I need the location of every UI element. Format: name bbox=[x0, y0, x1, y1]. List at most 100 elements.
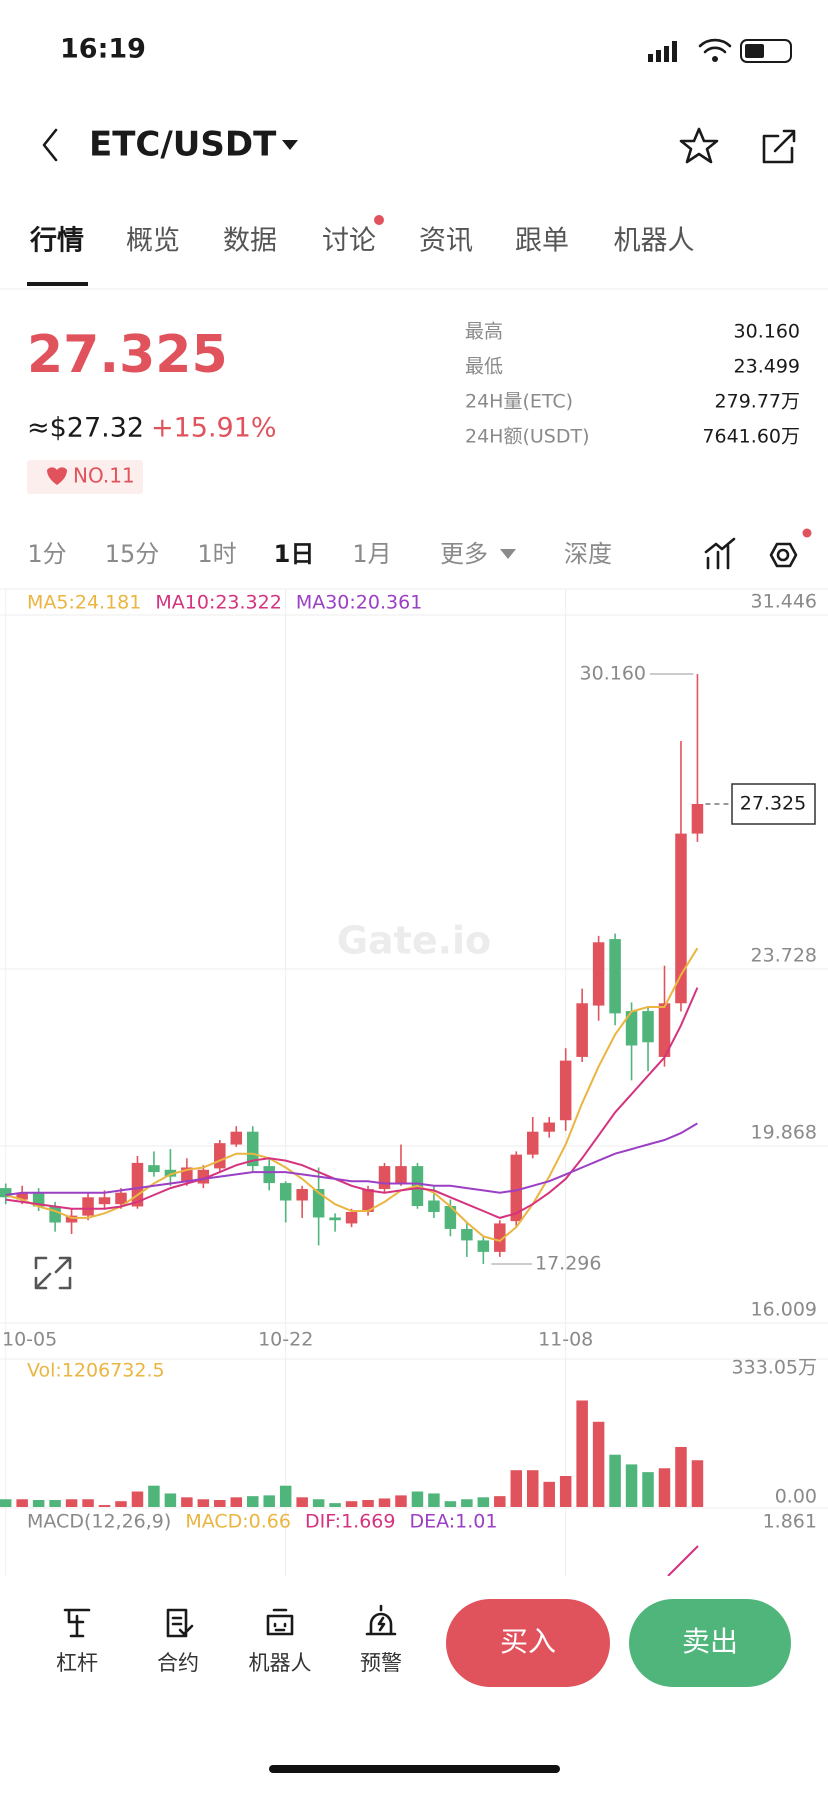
candle-body bbox=[362, 1189, 374, 1212]
sell-label[interactable]: 卖出 bbox=[682, 1625, 738, 1658]
macd-legend: MACD(12,26,9) bbox=[27, 1511, 171, 1533]
volume-bar bbox=[411, 1491, 424, 1507]
x-tick-label: 10-05 bbox=[2, 1329, 57, 1351]
nav-label[interactable]: 杠杆 bbox=[56, 1651, 98, 1675]
ma-line bbox=[5, 987, 699, 1219]
volume-bar bbox=[510, 1470, 523, 1507]
volume-bar bbox=[461, 1499, 473, 1507]
candle-body bbox=[214, 1143, 226, 1169]
volume-bar bbox=[148, 1485, 160, 1507]
bottom-nav: 杠杆 合约 机器人 预警 bbox=[56, 1604, 402, 1675]
candle-body bbox=[526, 1131, 539, 1155]
volume-bar bbox=[131, 1491, 144, 1507]
fullscreen-button[interactable] bbox=[34, 1256, 72, 1290]
tab[interactable]: 资讯 bbox=[419, 226, 473, 257]
nav-label[interactable]: 预警 bbox=[360, 1651, 402, 1675]
volume-bar bbox=[658, 1468, 671, 1507]
buy-label[interactable]: 买入 bbox=[500, 1625, 556, 1658]
share-button[interactable] bbox=[762, 129, 796, 164]
x-tick-label: 11-08 bbox=[538, 1329, 593, 1351]
nav-icon[interactable] bbox=[63, 1608, 91, 1638]
watermark: Gate.io bbox=[337, 919, 491, 963]
stat-label: 24H额(USDT) bbox=[465, 426, 590, 448]
candle-body bbox=[345, 1211, 358, 1224]
timeframe[interactable]: 15分 bbox=[105, 540, 160, 568]
candle-body bbox=[543, 1122, 555, 1132]
volume-legend: Vol:1206732.5 bbox=[27, 1360, 165, 1382]
timeframe[interactable]: 深度 bbox=[564, 540, 612, 568]
volume-bar bbox=[559, 1476, 572, 1507]
volume-bar bbox=[576, 1400, 588, 1507]
indicator-button[interactable] bbox=[704, 537, 736, 570]
stat-value: 279.77万 bbox=[715, 391, 800, 413]
tab[interactable]: 数据 bbox=[223, 226, 277, 257]
tab[interactable]: 概览 bbox=[126, 226, 180, 257]
rank-icon bbox=[47, 467, 67, 485]
volume-bar bbox=[477, 1497, 490, 1507]
candle-body bbox=[477, 1240, 490, 1252]
home-indicator bbox=[269, 1765, 560, 1773]
volume-bar bbox=[230, 1497, 243, 1507]
nav-icon[interactable] bbox=[266, 1608, 294, 1636]
volume-bar bbox=[197, 1499, 210, 1507]
stat-label: 最高 bbox=[465, 321, 503, 343]
back-button[interactable] bbox=[42, 128, 58, 162]
nav-label[interactable]: 机器人 bbox=[249, 1651, 312, 1675]
rank-text: NO.11 bbox=[73, 464, 135, 488]
y-tick-label: 31.446 bbox=[751, 591, 817, 613]
tab[interactable]: 行情 bbox=[29, 225, 84, 257]
candle-body bbox=[98, 1197, 111, 1205]
stat-value: 30.160 bbox=[734, 321, 800, 343]
volume-bar bbox=[378, 1498, 391, 1507]
sell-button[interactable] bbox=[629, 1599, 791, 1687]
stat-label: 最低 bbox=[465, 356, 503, 378]
favorite-button[interactable] bbox=[679, 127, 719, 164]
candle-body bbox=[625, 1011, 638, 1046]
buy-button[interactable] bbox=[446, 1599, 610, 1687]
timeframe[interactable]: 1时 bbox=[197, 540, 236, 568]
volume-bar bbox=[312, 1499, 325, 1507]
timeframe[interactable]: 更多 bbox=[440, 540, 488, 568]
volume-bar bbox=[345, 1501, 358, 1507]
candle-body bbox=[428, 1200, 440, 1212]
timeframe[interactable]: 1日 bbox=[274, 540, 315, 568]
nav-icon[interactable] bbox=[166, 1608, 194, 1638]
nav-label[interactable]: 合约 bbox=[157, 1651, 199, 1675]
volume-bar bbox=[592, 1421, 605, 1507]
more-arrow[interactable] bbox=[500, 549, 516, 559]
price-box-label: 27.325 bbox=[740, 793, 806, 815]
candle-body bbox=[263, 1166, 275, 1184]
candle-body bbox=[675, 833, 687, 1004]
volume-bar bbox=[362, 1500, 374, 1507]
tab[interactable]: 讨论 bbox=[322, 226, 376, 257]
candle-body bbox=[691, 804, 704, 834]
tab-indicator bbox=[27, 282, 88, 286]
volume-tick-label: 0.00 bbox=[775, 1486, 817, 1508]
stat-value: 7641.60万 bbox=[702, 426, 800, 448]
volume-bar bbox=[296, 1497, 308, 1507]
volume-bar bbox=[428, 1493, 440, 1507]
volume-bar bbox=[32, 1500, 45, 1507]
candle-body bbox=[494, 1223, 506, 1252]
candle-body bbox=[197, 1169, 210, 1184]
tab[interactable]: 跟单 bbox=[515, 226, 569, 257]
timeframe[interactable]: 1分 bbox=[27, 540, 66, 568]
ma-line bbox=[5, 1122, 698, 1196]
nav-icon[interactable] bbox=[365, 1604, 397, 1636]
timeframe[interactable]: 1月 bbox=[352, 540, 391, 568]
volume-bar bbox=[214, 1500, 226, 1507]
macd-line bbox=[667, 1545, 699, 1577]
candle-body bbox=[312, 1189, 325, 1218]
status-time: 16:19 bbox=[60, 34, 146, 65]
settings-button[interactable] bbox=[769, 542, 798, 568]
pair-dropdown[interactable] bbox=[282, 140, 298, 150]
volume-bar bbox=[543, 1481, 555, 1507]
tab[interactable]: 机器人 bbox=[614, 226, 695, 257]
tab-badge bbox=[374, 215, 384, 225]
x-tick-label: 10-22 bbox=[258, 1329, 313, 1351]
high-label: 30.160 bbox=[580, 662, 646, 684]
volume-bar bbox=[675, 1446, 687, 1507]
price-box bbox=[731, 783, 816, 825]
pair-title[interactable]: ETC/USDT bbox=[89, 125, 277, 165]
kline-chart: 31.446 23.728 19.868 16.009 10-05 10-22 11-08 G… bbox=[0, 589, 828, 1577]
